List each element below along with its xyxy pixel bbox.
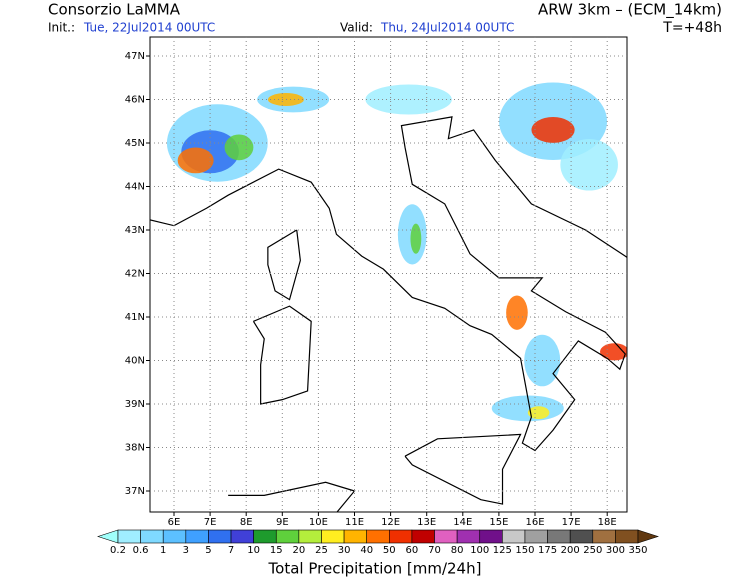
lon-label: 13E <box>417 517 436 528</box>
colorbar-label: 100 <box>470 545 489 556</box>
colorbar-box <box>411 529 435 544</box>
colorbar-label: 0.2 <box>110 545 126 556</box>
colorbar-box <box>366 529 390 544</box>
lat-label: 41N <box>125 312 145 323</box>
lon-label: 16E <box>525 517 544 528</box>
colorbar-label: 15 <box>270 545 283 556</box>
lon-label: 14E <box>453 517 472 528</box>
lat-label: 44N <box>125 182 145 193</box>
colorbar-box <box>524 529 548 544</box>
lon-label: 15E <box>489 517 508 528</box>
coastline <box>150 116 627 452</box>
colorbar-box <box>230 529 254 544</box>
lat-label: 47N <box>125 51 145 62</box>
colorbar-label: 10 <box>247 545 260 556</box>
colorbar-label: 175 <box>538 545 557 556</box>
colorbar-label: 150 <box>515 545 534 556</box>
map-frame <box>149 36 628 513</box>
colorbar-label: 20 <box>293 545 306 556</box>
colorbar-box <box>615 529 639 544</box>
lat-label: 46N <box>125 95 145 106</box>
colorbar-box <box>298 529 322 544</box>
precip-area <box>267 93 304 106</box>
colorbar-box <box>456 529 481 544</box>
colorbar-label: 7 <box>228 545 234 556</box>
colorbar-box <box>162 529 187 544</box>
lat-label: 43N <box>125 225 145 236</box>
lon-label: 8E <box>240 517 253 528</box>
colorbar-box <box>343 529 367 544</box>
lat-label: 45N <box>125 138 145 149</box>
lead-time: T=+48h <box>662 20 722 36</box>
lat-label: 39N <box>125 399 145 410</box>
colorbar-box <box>117 529 141 544</box>
colorbar-label: 300 <box>606 545 625 556</box>
colorbar-box <box>389 529 413 544</box>
precip-area <box>560 138 618 191</box>
colorbar-label: 250 <box>583 545 602 556</box>
colorbar-box <box>479 529 503 544</box>
model: ARW 3km – (ECM_14km) <box>538 1 722 20</box>
colorbar-box <box>275 529 300 544</box>
precip-area <box>177 147 214 174</box>
colorbar-box <box>140 529 164 544</box>
colorbar-label: 3 <box>183 545 189 556</box>
colorbar-box <box>185 529 209 544</box>
init-label: Init.: <box>48 21 75 35</box>
colorbar-box <box>321 529 345 544</box>
lon-label: 12E <box>381 517 400 528</box>
colorbar-box <box>502 529 526 544</box>
map-area <box>150 82 627 512</box>
colorbar-title: Total Precipitation [mm/24h] <box>268 560 482 578</box>
precip-area <box>365 84 452 115</box>
colorbar-box <box>547 529 571 544</box>
colorbar-label: 30 <box>338 545 351 556</box>
init-value: Tue, 22Jul2014 00UTC <box>83 21 215 35</box>
colorbar-label: 1 <box>160 545 166 556</box>
precip-area <box>410 223 422 254</box>
title: Consorzio LaMMA <box>48 1 181 19</box>
colorbar-label: 350 <box>628 545 647 556</box>
lon-label: 10E <box>309 517 328 528</box>
colorbar-box <box>208 529 232 544</box>
coastline <box>228 481 356 512</box>
colorbar-label: 70 <box>428 545 441 556</box>
precip-area <box>506 295 528 330</box>
colorbar-label: 0.6 <box>133 545 149 556</box>
colorbar-box <box>569 529 594 544</box>
colorbar-label: 25 <box>315 545 328 556</box>
precip-area <box>531 117 575 143</box>
valid-value: Thu, 24Jul2014 00UTC <box>380 21 514 35</box>
lat-label: 38N <box>125 443 145 454</box>
coastline <box>404 433 522 505</box>
lon-label: 18E <box>598 517 617 528</box>
lon-label: 9E <box>276 517 289 528</box>
lon-label: 17E <box>562 517 581 528</box>
precip-area <box>224 134 254 161</box>
valid-label: Valid: <box>340 21 373 35</box>
colorbar-high <box>637 529 659 544</box>
colorbar-box <box>434 529 458 544</box>
precip-area <box>527 406 550 420</box>
coastline <box>252 305 312 405</box>
lat-label: 42N <box>125 269 145 280</box>
colorbar-box <box>592 529 616 544</box>
precip-area <box>600 343 627 361</box>
colorbar-label: 125 <box>493 545 512 556</box>
lon-label: 7E <box>204 517 217 528</box>
lat-label: 40N <box>125 356 145 367</box>
colorbar-label: 50 <box>383 545 396 556</box>
colorbar-low <box>97 529 119 544</box>
colorbar-label: 40 <box>360 545 373 556</box>
lat-label: 37N <box>125 486 145 497</box>
lon-label: 6E <box>168 517 181 528</box>
colorbar-label: 60 <box>406 545 419 556</box>
colorbar-label: 5 <box>205 545 211 556</box>
coastline <box>267 229 301 301</box>
colorbar-label: 80 <box>451 545 464 556</box>
colorbar-box <box>253 529 277 544</box>
lon-label: 11E <box>345 517 364 528</box>
colorbar-label: 200 <box>561 545 580 556</box>
